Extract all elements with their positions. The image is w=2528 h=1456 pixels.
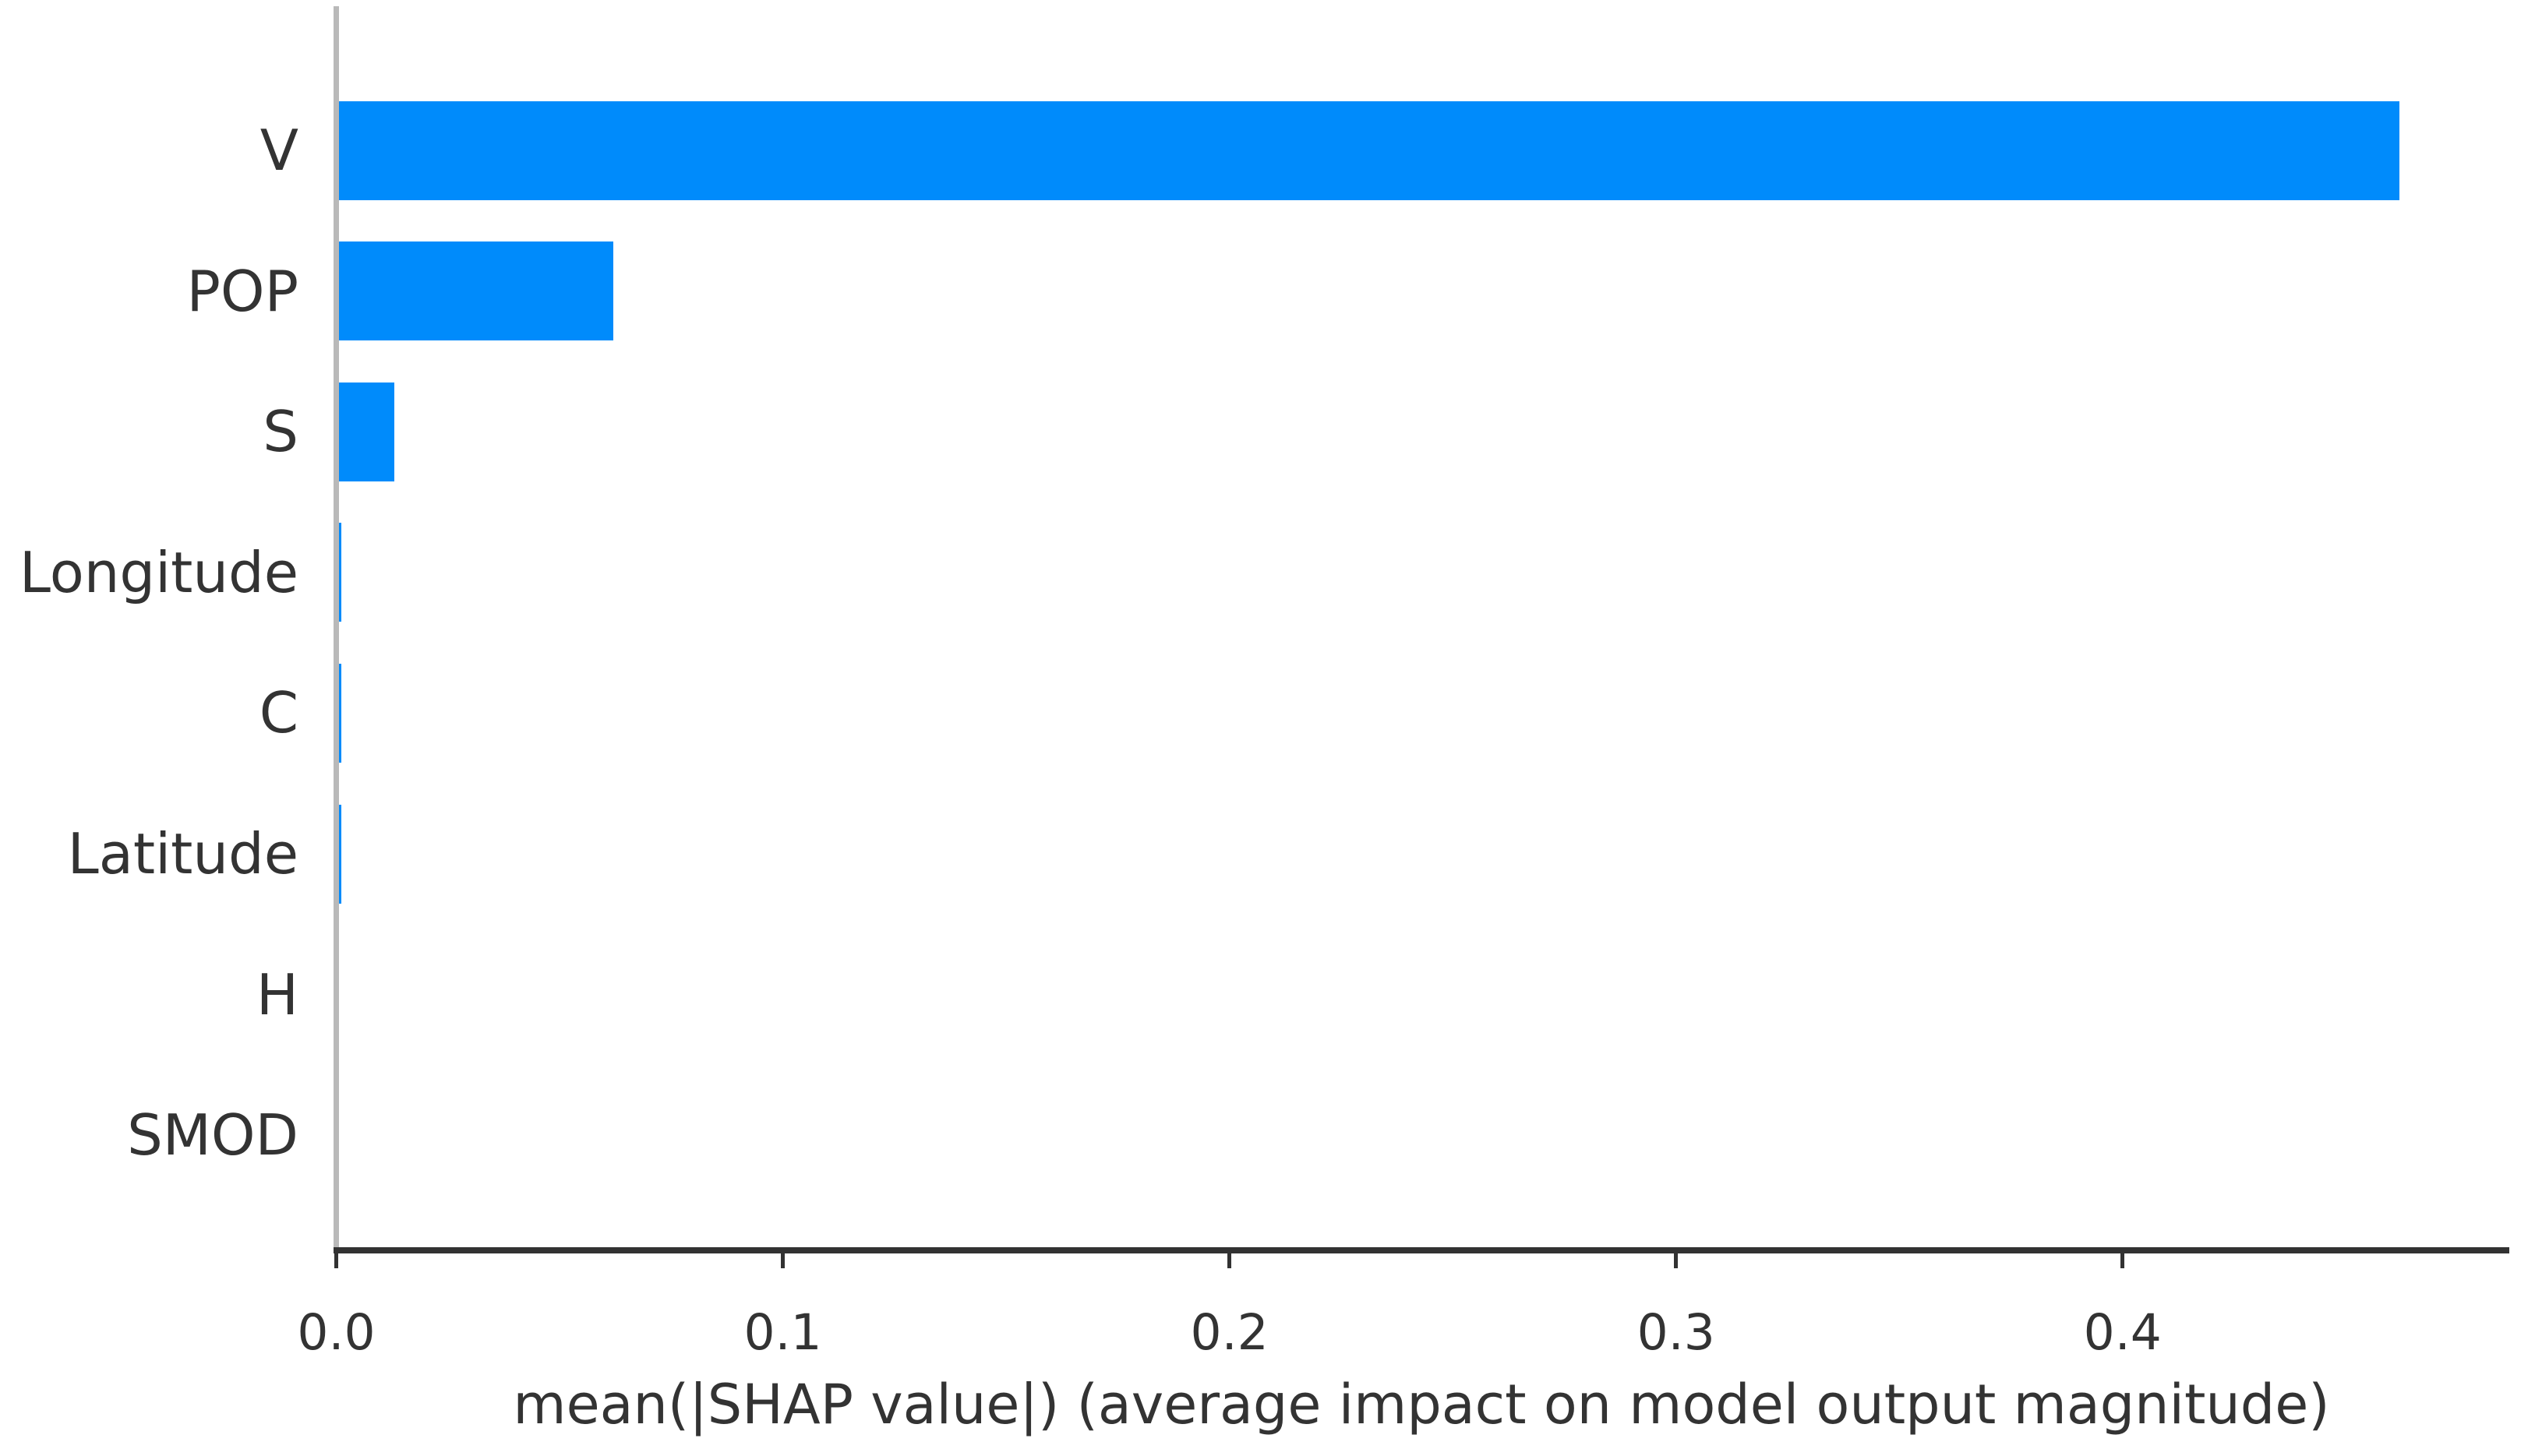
x-tick-label: 0.2 bbox=[1190, 1304, 1269, 1361]
x-tick-mark bbox=[781, 1250, 786, 1268]
x-axis-title: mean(|SHAP value|) (average impact on mo… bbox=[513, 1373, 2330, 1437]
y-tick-label-v: V bbox=[260, 118, 298, 183]
y-tick-label-smod: SMOD bbox=[127, 1102, 298, 1169]
x-tick-mark bbox=[2120, 1250, 2125, 1268]
bar-s bbox=[336, 382, 394, 481]
y-tick-label-longitude: Longitude bbox=[19, 539, 298, 605]
y-tick-label-h: H bbox=[256, 961, 298, 1028]
x-tick-label: 0.3 bbox=[1636, 1304, 1715, 1361]
x-tick-mark bbox=[1674, 1250, 1679, 1268]
y-tick-label-pop: POP bbox=[186, 258, 298, 324]
bar-v bbox=[336, 100, 2400, 200]
x-tick-label: 0.0 bbox=[297, 1304, 376, 1361]
x-tick-label: 0.4 bbox=[2083, 1304, 2162, 1361]
plot-area bbox=[334, 6, 2509, 1253]
y-tick-label-latitude: Latitude bbox=[67, 821, 298, 887]
x-tick-label: 0.1 bbox=[743, 1304, 822, 1361]
x-tick-mark bbox=[334, 1250, 338, 1268]
y-tick-label-c: C bbox=[259, 680, 298, 746]
x-axis-spine bbox=[334, 1247, 2509, 1253]
y-tick-label-s: S bbox=[263, 399, 298, 465]
y-axis-spine bbox=[334, 6, 339, 1250]
bar-pop bbox=[336, 241, 613, 341]
x-tick-mark bbox=[1227, 1250, 1232, 1268]
